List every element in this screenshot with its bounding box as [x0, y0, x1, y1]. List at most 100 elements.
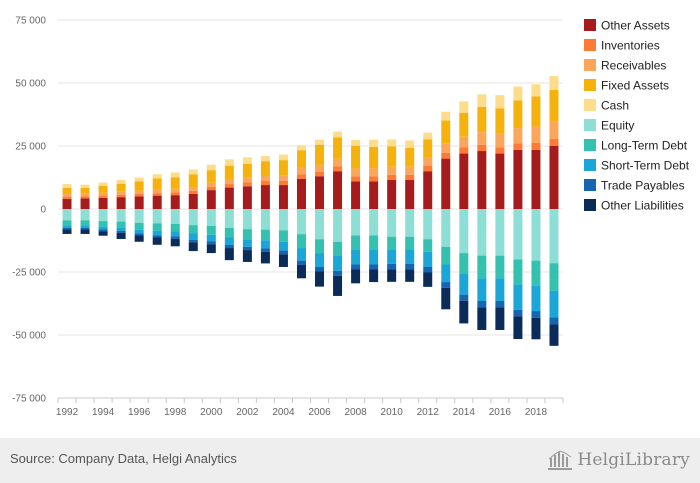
legend-item[interactable]: Fixed Assets [584, 79, 669, 93]
bar-segment[interactable] [224, 227, 234, 238]
bar-segment[interactable] [549, 89, 559, 122]
bar-segment[interactable] [333, 241, 343, 256]
bar-segment[interactable] [549, 317, 559, 325]
bar-segment[interactable] [495, 255, 505, 279]
bar-segment[interactable] [459, 294, 469, 301]
bar-segment[interactable] [134, 235, 144, 242]
bar-segment[interactable] [549, 209, 559, 264]
bar-segment[interactable] [459, 136, 469, 148]
bar-segment[interactable] [351, 168, 361, 177]
bar-segment[interactable] [495, 278, 505, 301]
bar-segment[interactable] [170, 209, 180, 224]
bar-segment[interactable] [62, 187, 72, 195]
bar-segment[interactable] [170, 231, 180, 237]
bar-segment[interactable] [206, 170, 216, 183]
bar-segment[interactable] [296, 264, 306, 279]
bar-segment[interactable] [441, 143, 451, 153]
bar-segment[interactable] [116, 227, 126, 231]
bar-segment[interactable] [278, 175, 288, 181]
bar-segment[interactable] [62, 227, 72, 230]
bar-segment[interactable] [315, 253, 325, 267]
bar-segment[interactable] [441, 152, 451, 159]
bar-segment[interactable] [296, 234, 306, 249]
bar-segment[interactable] [405, 249, 415, 264]
bar-segment[interactable] [387, 180, 397, 209]
bar-segment[interactable] [423, 157, 433, 166]
bar-segment[interactable] [351, 249, 361, 265]
bar-segment[interactable] [405, 166, 415, 175]
bar-segment[interactable] [188, 242, 198, 252]
bar-segment[interactable] [206, 244, 216, 254]
bar-segment[interactable] [315, 171, 325, 177]
bar-segment[interactable] [98, 221, 108, 227]
bar-segment[interactable] [333, 171, 343, 209]
bar-segment[interactable] [224, 165, 234, 180]
bar-segment[interactable] [441, 246, 451, 265]
bar-segment[interactable] [333, 270, 343, 276]
bar-segment[interactable] [278, 230, 288, 242]
bar-segment[interactable] [260, 209, 270, 230]
bar-segment[interactable] [315, 176, 325, 209]
bar-segment[interactable] [188, 169, 198, 175]
bar-segment[interactable] [296, 145, 306, 151]
bar-segment[interactable] [206, 186, 216, 191]
bar-segment[interactable] [134, 233, 144, 236]
bar-segment[interactable] [513, 259, 523, 285]
bar-segment[interactable] [405, 140, 415, 148]
bar-segment[interactable] [296, 150, 306, 168]
bar-segment[interactable] [423, 239, 433, 252]
bar-segment[interactable] [333, 131, 343, 138]
bar-segment[interactable] [98, 195, 108, 198]
bar-segment[interactable] [423, 266, 433, 273]
bar-segment[interactable] [315, 144, 325, 165]
bar-segment[interactable] [405, 236, 415, 250]
bar-segment[interactable] [351, 181, 361, 209]
legend-item[interactable]: Trade Payables [584, 179, 685, 193]
bar-segment[interactable] [423, 171, 433, 209]
bar-segment[interactable] [134, 177, 144, 182]
bar-segment[interactable] [423, 165, 433, 172]
bar-segment[interactable] [62, 194, 72, 197]
bar-segment[interactable] [387, 174, 397, 181]
bar-segment[interactable] [296, 248, 306, 261]
bar-segment[interactable] [170, 223, 180, 232]
bar-segment[interactable] [531, 126, 541, 143]
bar-segment[interactable] [459, 273, 469, 295]
bar-segment[interactable] [315, 271, 325, 287]
bar-segment[interactable] [152, 174, 162, 179]
bar-segment[interactable] [531, 84, 541, 97]
bar-segment[interactable] [278, 250, 288, 255]
bar-segment[interactable] [441, 158, 451, 209]
bar-segment[interactable] [387, 146, 397, 167]
bar-segment[interactable] [477, 151, 487, 209]
bar-segment[interactable] [441, 282, 451, 288]
bar-segment[interactable] [459, 253, 469, 274]
bar-segment[interactable] [333, 275, 343, 296]
bar-segment[interactable] [513, 100, 523, 129]
bar-segment[interactable] [531, 96, 541, 127]
bar-segment[interactable] [152, 178, 162, 190]
bar-segment[interactable] [134, 222, 144, 230]
bar-segment[interactable] [152, 195, 162, 209]
bar-segment[interactable] [116, 209, 126, 222]
bar-segment[interactable] [260, 251, 270, 264]
bar-segment[interactable] [224, 209, 234, 228]
bar-segment[interactable] [387, 249, 397, 264]
bar-segment[interactable] [260, 240, 270, 249]
bar-segment[interactable] [152, 237, 162, 245]
bar-segment[interactable] [188, 190, 198, 194]
bar-segment[interactable] [206, 209, 216, 226]
bar-segment[interactable] [477, 132, 487, 145]
bar-segment[interactable] [333, 158, 343, 167]
bar-segment[interactable] [423, 139, 433, 158]
bar-segment[interactable] [242, 209, 252, 230]
bar-segment[interactable] [531, 260, 541, 286]
legend-item[interactable]: Equity [584, 119, 634, 133]
bar-segment[interactable] [80, 209, 90, 221]
bar-segment[interactable] [477, 144, 487, 152]
bar-segment[interactable] [423, 209, 433, 240]
bar-segment[interactable] [242, 182, 252, 187]
bar-segment[interactable] [351, 264, 361, 270]
bar-segment[interactable] [513, 86, 523, 101]
bar-segment[interactable] [188, 233, 198, 240]
